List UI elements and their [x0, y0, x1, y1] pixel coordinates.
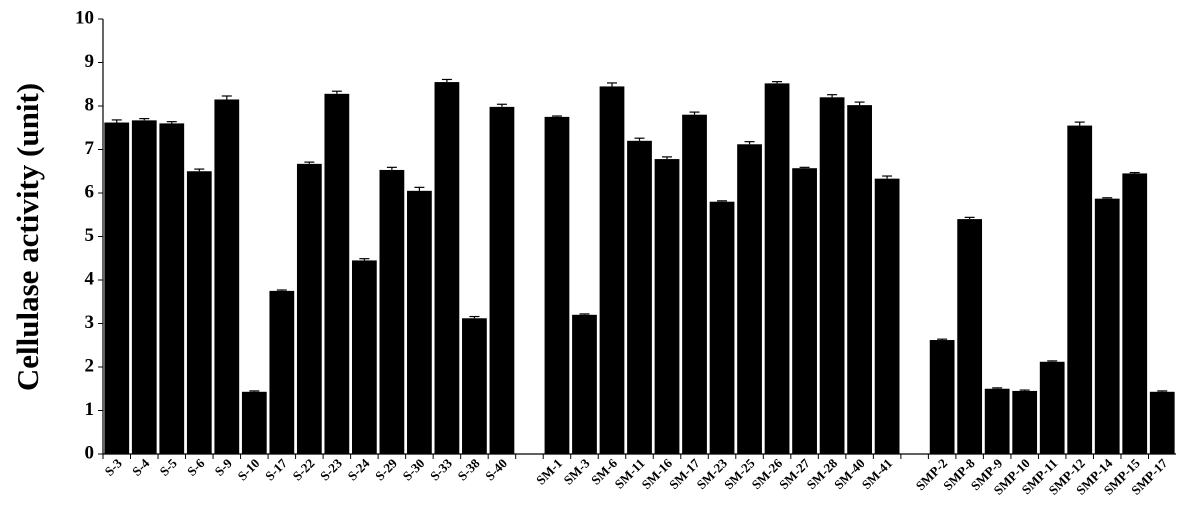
bar: [572, 314, 597, 454]
y-tick-label: 4: [85, 268, 95, 289]
bar: [1122, 173, 1148, 455]
y-tick-label: 9: [85, 51, 95, 72]
y-tick-label: 7: [85, 138, 95, 159]
bar: [544, 116, 570, 454]
bar: [324, 93, 350, 454]
x-tick-label: S-9: [212, 455, 236, 479]
bar: [434, 82, 460, 454]
x-tick-label: S-6: [184, 455, 208, 479]
x-tick-label: SM-40: [831, 456, 868, 493]
x-tick-label: S-29: [372, 455, 400, 483]
bar: [462, 318, 487, 454]
bar: [1149, 391, 1175, 454]
x-tick-label: S-3: [101, 455, 125, 479]
bar: [351, 260, 377, 454]
bar: [984, 388, 1010, 454]
bar: [489, 106, 515, 455]
bar: [599, 86, 625, 455]
bar: [1012, 390, 1038, 454]
x-tick-label: S-38: [455, 455, 483, 483]
bar: [159, 123, 185, 455]
bar: [792, 168, 817, 454]
x-tick-label: S-4: [129, 455, 153, 479]
bar: [682, 114, 707, 454]
y-tick-label: 2: [85, 355, 95, 376]
x-tick-label: S-22: [289, 456, 317, 484]
bar: [874, 178, 900, 454]
bar: [269, 290, 295, 454]
x-tick-label: S-5: [157, 455, 181, 479]
bar: [1094, 198, 1120, 454]
y-tick-label: 10: [75, 7, 94, 28]
x-tick-label: S-30: [400, 456, 428, 484]
bar: [847, 105, 872, 454]
bar: [929, 340, 955, 454]
x-tick-label: S-33: [427, 455, 455, 483]
x-tick-label: S-24: [345, 455, 373, 483]
bar: [296, 163, 322, 455]
y-tick-label: 1: [85, 399, 95, 420]
bar: [764, 83, 790, 454]
x-tick-label: S-17: [262, 455, 290, 483]
bar: [1039, 361, 1065, 454]
bar: [737, 144, 762, 454]
bar: [627, 140, 652, 455]
bar: [407, 190, 432, 454]
y-tick-label: 3: [85, 312, 95, 333]
x-tick-label: S-23: [317, 455, 345, 483]
bar: [186, 171, 212, 454]
y-axis-title: Cellulase activity (unit): [10, 83, 45, 391]
x-tick-label: S-10: [234, 456, 262, 484]
y-tick-label: 0: [85, 442, 95, 463]
bar: [131, 120, 157, 454]
y-tick-label: 6: [85, 181, 95, 202]
bar: [104, 122, 130, 454]
bar: [709, 201, 735, 454]
x-tick-label: SM-3: [561, 455, 593, 487]
bar: [214, 99, 240, 454]
x-tick-label: SM-1: [533, 456, 565, 488]
y-tick-label: 8: [85, 94, 95, 115]
bar: [241, 391, 267, 454]
bar: [1067, 125, 1093, 454]
y-tick-label: 5: [85, 225, 95, 246]
bar: [379, 169, 405, 454]
x-tick-label: S-40: [482, 456, 510, 484]
bar: [819, 97, 845, 455]
bar: [654, 159, 680, 454]
x-tick-label: SM-41: [859, 456, 896, 493]
bar: [957, 219, 983, 454]
